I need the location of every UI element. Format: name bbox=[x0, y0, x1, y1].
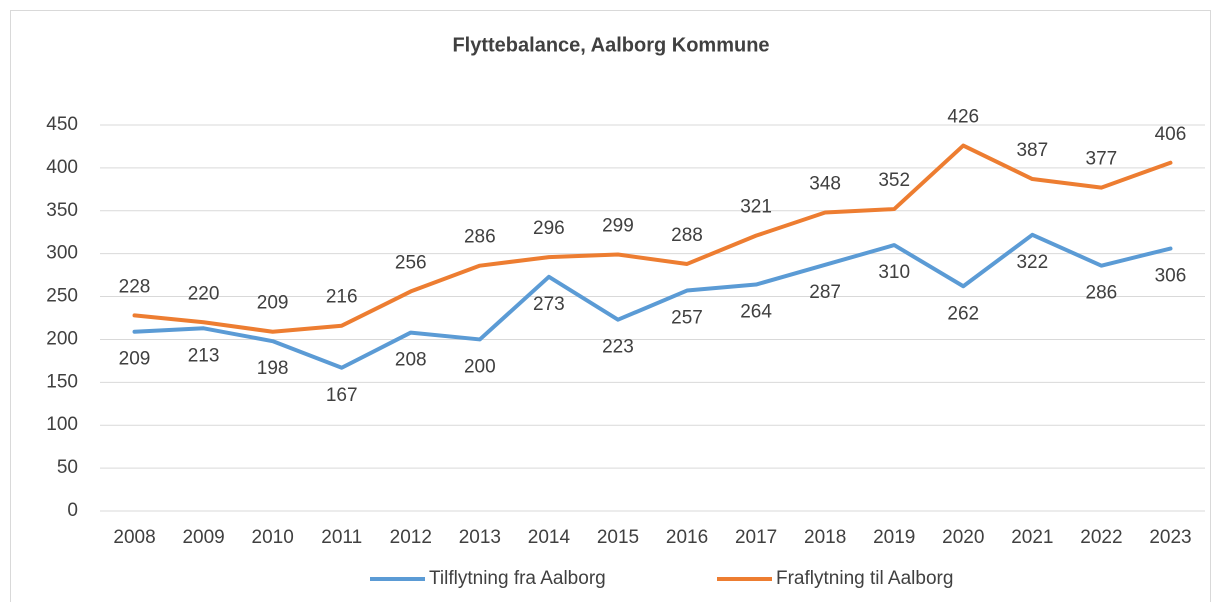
x-tick-label: 2015 bbox=[597, 527, 639, 548]
data-label: 216 bbox=[326, 287, 358, 308]
x-tick-label: 2022 bbox=[1080, 527, 1122, 548]
data-label: 257 bbox=[671, 308, 703, 329]
y-tick-label: 100 bbox=[46, 414, 78, 435]
data-label: 310 bbox=[878, 262, 910, 283]
data-label: 213 bbox=[188, 345, 220, 366]
series-line bbox=[132, 143, 1173, 334]
x-tick-label: 2023 bbox=[1149, 527, 1191, 548]
y-tick-label: 300 bbox=[46, 243, 78, 264]
x-tick-label: 2008 bbox=[113, 527, 155, 548]
x-tick-label: 2017 bbox=[735, 527, 777, 548]
data-label: 387 bbox=[1016, 140, 1048, 161]
y-tick-label: 400 bbox=[46, 157, 78, 178]
y-tick-label: 200 bbox=[46, 328, 78, 349]
x-tick-label: 2021 bbox=[1011, 527, 1053, 548]
series-line bbox=[132, 232, 1173, 370]
x-tick-label: 2011 bbox=[321, 527, 362, 548]
data-label: 220 bbox=[188, 283, 220, 304]
data-label: 228 bbox=[119, 276, 151, 297]
data-label: 209 bbox=[257, 293, 289, 314]
legend-label: Fraflytning til Aalborg bbox=[776, 568, 953, 589]
legend-label: Tilflytning fra Aalborg bbox=[429, 568, 606, 589]
data-label: 296 bbox=[533, 218, 565, 239]
y-tick-label: 250 bbox=[46, 286, 78, 307]
data-label: 286 bbox=[464, 227, 496, 248]
data-label: 377 bbox=[1086, 149, 1118, 170]
y-tick-label: 50 bbox=[57, 457, 78, 478]
data-label: 426 bbox=[947, 107, 979, 128]
y-tick-label: 150 bbox=[46, 371, 78, 392]
data-label: 352 bbox=[878, 170, 910, 191]
data-label: 287 bbox=[809, 282, 841, 303]
y-tick-label: 450 bbox=[46, 114, 78, 135]
data-label: 264 bbox=[740, 302, 772, 323]
data-label: 288 bbox=[671, 225, 703, 246]
x-tick-label: 2014 bbox=[528, 527, 571, 548]
data-label: 198 bbox=[257, 358, 289, 379]
data-label: 321 bbox=[740, 197, 772, 218]
data-label: 167 bbox=[326, 385, 358, 406]
data-label: 306 bbox=[1155, 266, 1187, 287]
data-label: 348 bbox=[809, 174, 841, 195]
x-tick-label: 2013 bbox=[459, 527, 501, 548]
x-tick-label: 2019 bbox=[873, 527, 915, 548]
x-tick-label: 2020 bbox=[942, 527, 984, 548]
data-label: 406 bbox=[1155, 124, 1187, 145]
data-label: 262 bbox=[947, 303, 979, 324]
data-label: 223 bbox=[602, 337, 634, 358]
data-label: 208 bbox=[395, 350, 427, 371]
y-tick-label: 0 bbox=[67, 500, 78, 521]
data-label: 299 bbox=[602, 216, 634, 237]
x-tick-label: 2009 bbox=[182, 527, 224, 548]
data-label: 286 bbox=[1086, 283, 1118, 304]
y-tick-label: 350 bbox=[46, 200, 78, 221]
chart-border bbox=[10, 10, 1211, 602]
data-label: 200 bbox=[464, 356, 496, 377]
x-tick-label: 2010 bbox=[252, 527, 294, 548]
x-tick-label: 2012 bbox=[390, 527, 432, 548]
x-tick-label: 2018 bbox=[804, 527, 846, 548]
data-label: 322 bbox=[1016, 252, 1048, 273]
x-tick-label: 2016 bbox=[666, 527, 708, 548]
data-label: 256 bbox=[395, 252, 427, 273]
chart-title: Flyttebalance, Aalborg Kommune bbox=[452, 34, 769, 56]
data-label: 209 bbox=[119, 349, 151, 370]
data-label: 273 bbox=[533, 294, 565, 315]
